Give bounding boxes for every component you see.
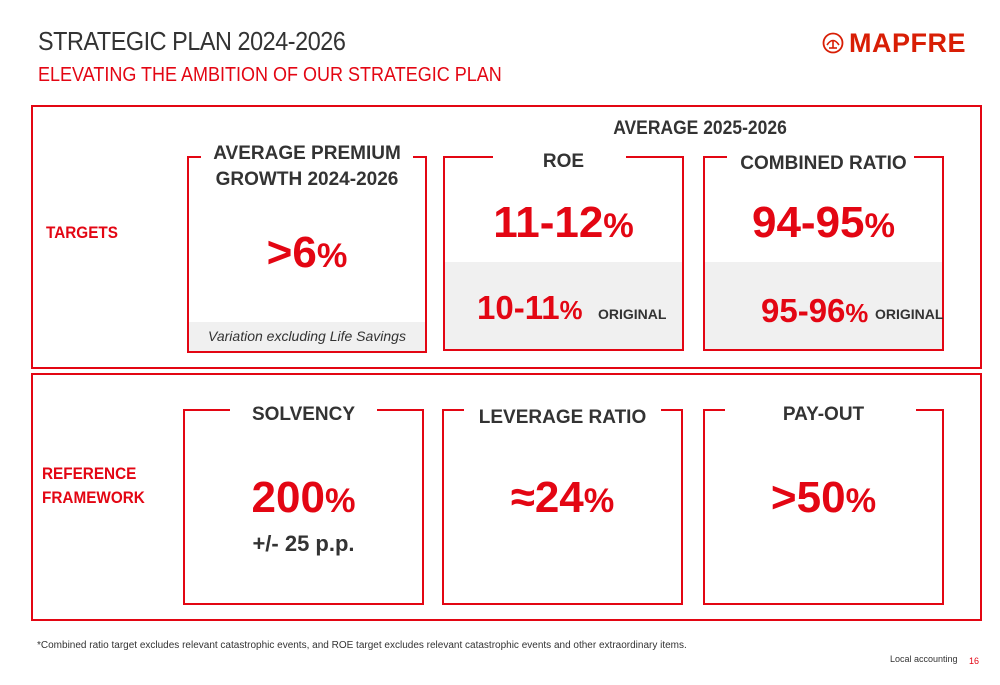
roe-original-band: 10-11% ORIGINAL xyxy=(445,262,682,349)
roe-value: 11-12% xyxy=(493,198,634,247)
solvency-range: +/- 25 p.p. xyxy=(252,531,355,556)
combined-original-label: ORIGINAL xyxy=(875,306,944,322)
page-subtitle: ELEVATING THE AMBITION OF OUR STRATEGIC … xyxy=(38,64,502,86)
premium-growth-card: AVERAGE PREMIUM GROWTH 2024-2026 >6% Var… xyxy=(187,143,427,353)
solvency-value: 200% xyxy=(251,473,356,522)
page-number: 16 xyxy=(969,656,980,666)
payout-title: PAY-OUT xyxy=(782,404,865,425)
combined-ratio-title: COMBINED RATIO xyxy=(740,153,907,174)
roe-card: ROE 11-12% 10-11% ORIGINAL xyxy=(443,151,684,351)
solvency-title: SOLVENCY xyxy=(251,404,356,425)
reference-framework-section xyxy=(31,373,982,621)
leverage-ratio-title: LEVERAGE RATIO xyxy=(478,407,647,428)
page-title: STRATEGIC PLAN 2024-2026 xyxy=(38,26,346,56)
roe-original-value: 10-11% xyxy=(477,289,583,326)
premium-note: Variation excluding Life Savings xyxy=(189,322,425,351)
targets-label: TARGETS xyxy=(46,223,118,242)
combined-ratio-card: COMBINED RATIO 94-95% 95-96% ORIGINAL xyxy=(703,153,944,351)
reference-label-line2: FRAMEWORK xyxy=(42,488,145,507)
mapfre-logo: MAPFRE xyxy=(822,27,974,59)
leverage-ratio-value: ≈24% xyxy=(510,473,615,522)
combined-original-band: 95-96% ORIGINAL xyxy=(705,262,944,349)
combined-original-value: 95-96% xyxy=(761,292,869,329)
logo-text: MAPFRE xyxy=(849,27,966,58)
payout-card: PAY-OUT >50% xyxy=(703,404,944,605)
premium-value: >6% xyxy=(266,228,348,277)
leverage-ratio-card: LEVERAGE RATIO ≈24% xyxy=(442,407,683,605)
solvency-card: SOLVENCY 200% +/- 25 p.p. xyxy=(183,404,424,605)
combined-ratio-value: 94-95% xyxy=(751,198,896,247)
mapfre-emblem-icon xyxy=(822,32,844,54)
premium-title-line1: AVERAGE PREMIUM xyxy=(213,143,401,164)
local-accounting-note: Local accounting xyxy=(890,654,958,664)
reference-label-line1: REFERENCE xyxy=(42,464,137,483)
premium-title-line2: GROWTH 2024-2026 xyxy=(215,169,399,190)
average-period-header: AVERAGE 2025-2026 xyxy=(613,118,787,139)
roe-title: ROE xyxy=(542,151,585,172)
roe-original-label: ORIGINAL xyxy=(598,306,667,322)
targets-section xyxy=(31,105,982,369)
payout-value: >50% xyxy=(770,473,877,522)
footnote: *Combined ratio target excludes relevant… xyxy=(37,640,687,651)
